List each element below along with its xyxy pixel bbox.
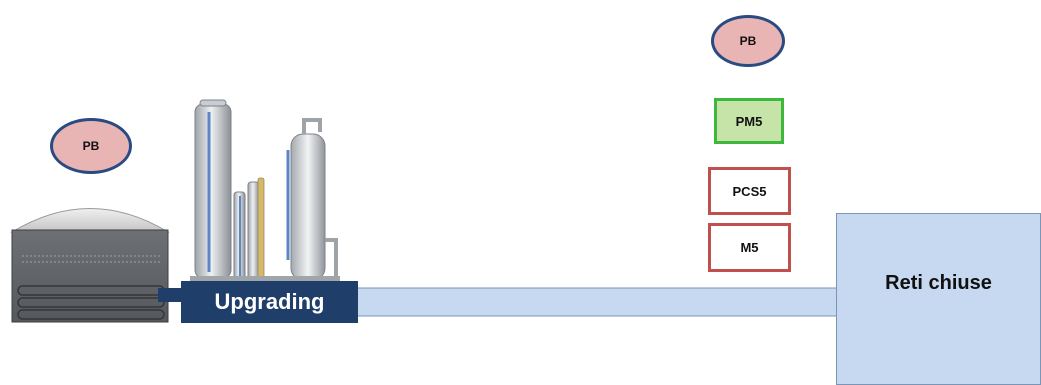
biogas-digester-icon — [10, 208, 170, 323]
pm5-box: PM5 — [714, 98, 784, 144]
upgrading-box: Upgrading — [181, 281, 358, 323]
reti-chiuse-box: Reti chiuse — [836, 213, 1041, 385]
pm5-label: PM5 — [735, 113, 763, 129]
m5-box: M5 — [708, 223, 791, 272]
upgrading-label: Upgrading — [214, 289, 325, 314]
pb-left-label: PB — [82, 139, 100, 153]
pcs5-box: PCS5 — [708, 167, 791, 215]
digester-outlet — [158, 288, 186, 302]
pcs5-label: PCS5 — [732, 183, 767, 199]
m5-label: M5 — [740, 240, 759, 255]
pipeline — [355, 287, 839, 317]
pb-indicator-top: PB — [711, 15, 785, 67]
pb-indicator-left: PB — [50, 118, 132, 174]
reti-chiuse-label: Reti chiuse — [885, 272, 992, 294]
pb-top-label: PB — [739, 34, 757, 48]
upgrading-plant-icon — [190, 99, 340, 282]
